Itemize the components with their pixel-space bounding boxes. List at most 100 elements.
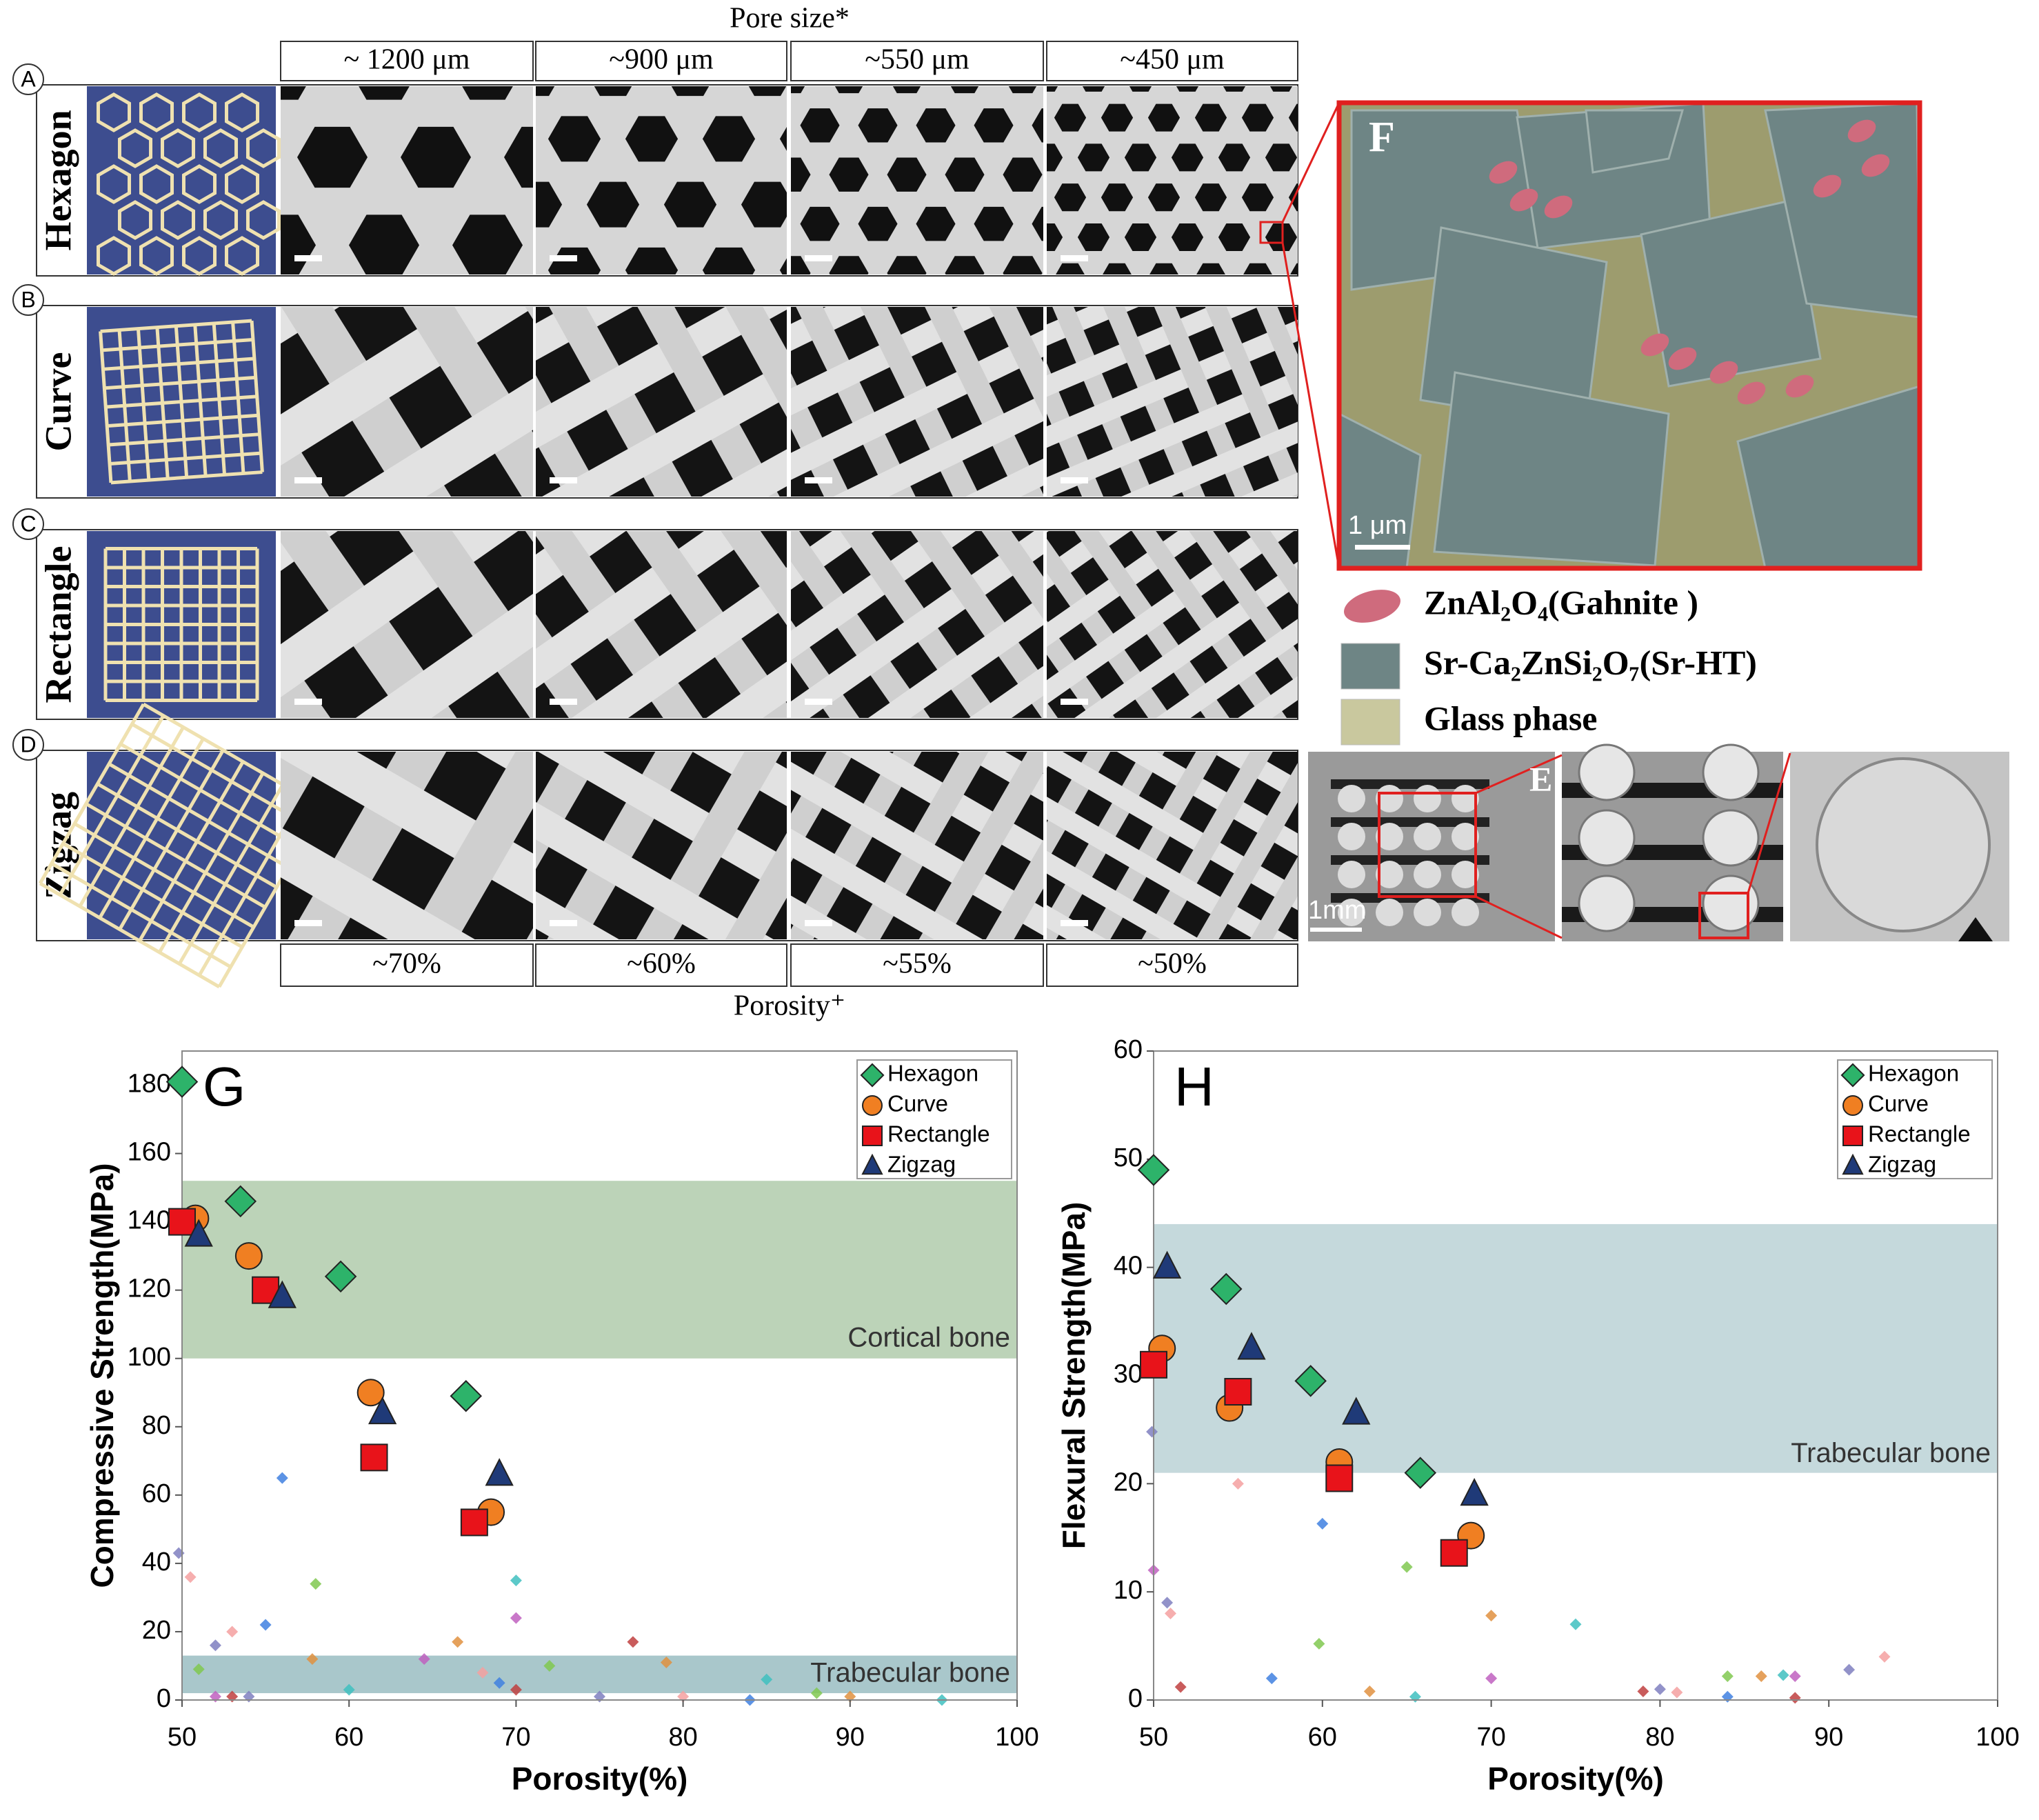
x-tick-label: 70 bbox=[1476, 1723, 1505, 1752]
sem-image bbox=[791, 752, 1043, 939]
design-icon bbox=[87, 307, 276, 497]
sem-image bbox=[536, 86, 787, 274]
band-label: Trabecular bone bbox=[810, 1657, 1010, 1688]
legend-text: Glass phase bbox=[1424, 699, 1597, 737]
panel-label: H bbox=[1174, 1056, 1214, 1117]
sem-image bbox=[281, 531, 533, 718]
chart: Trabecular bone 0 10 20 30 40 50 60 50 60 70 80 90 10… bbox=[1056, 1035, 2020, 1797]
marker bbox=[450, 1379, 483, 1412]
y-tick-label: 0 bbox=[157, 1684, 171, 1713]
row-letter: D bbox=[20, 732, 36, 757]
sem-image bbox=[791, 86, 1043, 274]
scale-bar bbox=[1061, 477, 1088, 483]
x-tick-label: 60 bbox=[1308, 1723, 1337, 1752]
marker bbox=[268, 1280, 297, 1308]
x-tick-label: 100 bbox=[1976, 1723, 2019, 1752]
pore-size-label: ~450 μm bbox=[1120, 44, 1225, 76]
background-point bbox=[510, 1612, 522, 1624]
scale-bar-label: 1mm bbox=[1308, 896, 1366, 925]
zoom-line bbox=[1747, 752, 1791, 894]
marker bbox=[1237, 1332, 1266, 1360]
marker bbox=[184, 1219, 213, 1247]
x-tick-label: 50 bbox=[168, 1723, 197, 1752]
scale-bar bbox=[294, 255, 322, 261]
row-letter-circle bbox=[12, 729, 44, 761]
scale-bar bbox=[550, 920, 577, 926]
marker bbox=[368, 1396, 397, 1425]
scale-bar bbox=[1355, 545, 1410, 550]
marker bbox=[1460, 1477, 1489, 1506]
legend-label: Hexagon bbox=[887, 1061, 978, 1086]
marker bbox=[1137, 1154, 1170, 1186]
icon-bg bbox=[87, 752, 276, 939]
row-letter-circle bbox=[12, 63, 44, 95]
y-axis-title: Compressive Strength(MPa) bbox=[84, 1163, 120, 1588]
pore-size-box bbox=[535, 41, 787, 81]
y-tick-label: 60 bbox=[1114, 1035, 1143, 1064]
background-point bbox=[1485, 1672, 1498, 1685]
porosity-label: ~70% bbox=[372, 948, 441, 980]
porosity-label: ~55% bbox=[883, 948, 952, 980]
background-point bbox=[510, 1683, 522, 1696]
marker bbox=[1224, 1378, 1252, 1406]
background-point bbox=[1637, 1685, 1649, 1697]
legend-label: Curve bbox=[887, 1091, 948, 1117]
y-tick-label: 50 bbox=[1114, 1143, 1143, 1172]
background-point bbox=[1878, 1650, 1891, 1663]
background-point bbox=[418, 1653, 430, 1666]
y-tick-label: 140 bbox=[128, 1206, 171, 1235]
background-point bbox=[1265, 1672, 1278, 1685]
porosity-label: ~50% bbox=[1138, 948, 1207, 980]
scale-bar bbox=[1061, 699, 1088, 705]
legend-box bbox=[856, 1059, 1012, 1179]
marker bbox=[860, 1063, 885, 1088]
row-letter: C bbox=[20, 511, 36, 536]
marker bbox=[356, 1379, 385, 1407]
porosity-label: ~60% bbox=[627, 948, 696, 980]
pore-size-label: ~900 μm bbox=[609, 44, 714, 76]
scale-bar bbox=[805, 477, 832, 483]
scale-bar bbox=[1061, 255, 1088, 261]
background-point bbox=[761, 1673, 773, 1686]
background-point bbox=[1755, 1670, 1767, 1682]
legend-swatch bbox=[1340, 643, 1400, 690]
background-point bbox=[1146, 1426, 1158, 1438]
panel-label: F bbox=[1369, 114, 1395, 161]
y-tick-label: 100 bbox=[128, 1343, 171, 1372]
legend-box bbox=[1837, 1059, 1993, 1179]
row-letter-circle bbox=[12, 284, 44, 316]
y-tick-label: 0 bbox=[1128, 1684, 1143, 1713]
marker bbox=[1325, 1464, 1354, 1492]
porosity-box bbox=[790, 943, 1044, 987]
background-point bbox=[1777, 1669, 1789, 1681]
pore-size-label: ~ 1200 μm bbox=[344, 44, 470, 76]
background-point bbox=[543, 1659, 556, 1672]
zoom-box bbox=[1698, 892, 1749, 939]
chart: Cortical bone Trabecular bone 0 20 40 60 80 100… bbox=[84, 1050, 1039, 1797]
y-tick-label: 20 bbox=[1114, 1468, 1143, 1497]
sem-phase-image bbox=[1339, 103, 1920, 568]
y-tick-label: 80 bbox=[142, 1411, 171, 1440]
pore-size-title: Pore size* bbox=[730, 3, 850, 34]
y-tick-label: 10 bbox=[1114, 1576, 1143, 1605]
reference-band bbox=[182, 1181, 1017, 1359]
x-tick-label: 80 bbox=[668, 1723, 697, 1752]
design-icon bbox=[87, 86, 281, 276]
sem-image bbox=[791, 531, 1043, 718]
background-point bbox=[1569, 1618, 1582, 1630]
scale-bar bbox=[294, 920, 322, 926]
marker bbox=[1152, 1250, 1182, 1279]
scale-bar bbox=[550, 477, 577, 483]
background-point bbox=[1654, 1683, 1666, 1695]
marker bbox=[324, 1260, 357, 1293]
scale-bar bbox=[1310, 928, 1362, 932]
marker bbox=[360, 1443, 388, 1472]
background-point bbox=[1485, 1610, 1498, 1622]
scale-bar bbox=[294, 699, 322, 705]
sem-image bbox=[536, 307, 787, 497]
scale-bar bbox=[294, 477, 322, 483]
sem-image bbox=[791, 307, 1043, 497]
marker bbox=[485, 1458, 514, 1486]
y-tick-label: 120 bbox=[128, 1274, 171, 1303]
scale-bar bbox=[550, 699, 577, 705]
